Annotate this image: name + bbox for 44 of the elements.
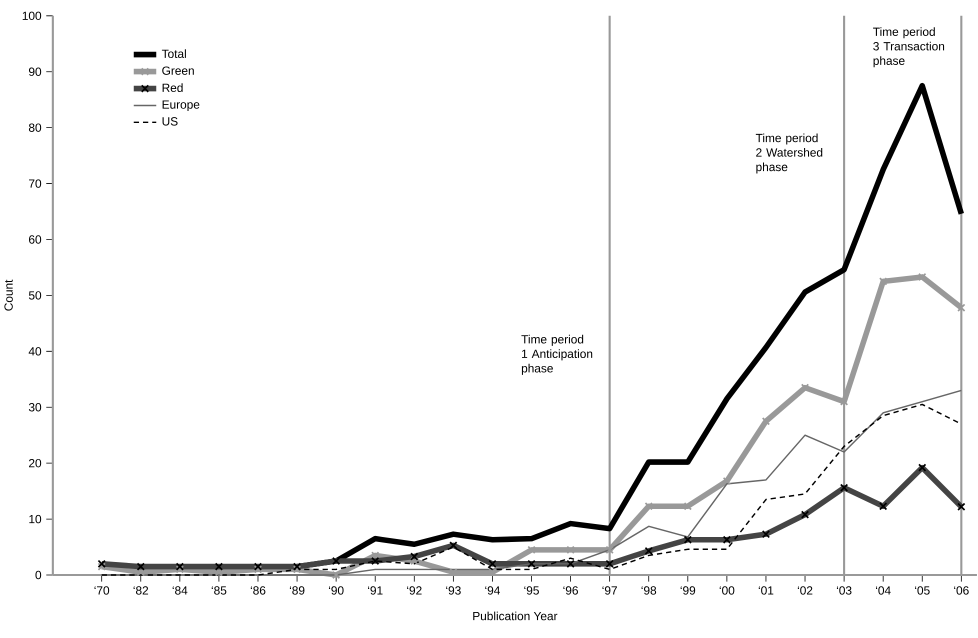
annotation: Time period 2 Watershed phase [756,133,822,174]
x-tick-label: ‘04 [876,586,891,595]
x-tick-label: ‘05 [915,586,930,595]
legend-label: US [162,117,178,126]
x-tick-label: ‘94 [485,586,500,595]
x-tick-label: ‘96 [563,586,578,595]
x-tick-label: ‘99 [680,586,696,595]
y-tick-label: 50 [28,291,42,300]
x-tick-label: ‘90 [328,586,344,595]
legend-label: Total [162,49,186,58]
y-tick-label: 60 [29,235,42,244]
x-tick-label: ‘82 [134,586,148,595]
y-tick-label: 80 [28,123,42,132]
x-tick-label: ‘84 [172,586,188,595]
annotation: Time period 3 Transaction phase [873,27,944,68]
x-tick-label: ‘00 [720,586,734,595]
x-tick-label: ‘85 [212,586,226,595]
y-axis-title: Count [4,280,13,311]
annotation: Time period 1 Anticipation phase [521,334,592,375]
y-tick-label: 40 [28,347,42,356]
legend-label: Green [162,66,194,75]
x-tick-label: ‘86 [250,586,266,595]
y-tick-label: 100 [22,11,42,20]
x-tick-label: ‘03 [836,586,852,595]
y-tick-label: 30 [28,402,42,412]
y-tick-label: 10 [29,514,42,524]
x-tick-label: ‘06 [954,586,969,595]
x-tick-label: ‘02 [798,586,812,595]
x-tick-label: ‘91 [368,586,383,595]
legend-label: Europe [162,100,200,111]
x-tick-label: ‘01 [758,586,774,595]
x-tick-label: ‘95 [524,586,539,595]
x-tick-label: ‘92 [407,586,422,595]
x-tick-label: ‘98 [642,586,656,595]
y-tick-label: 20 [29,458,42,468]
legend-label: Red [162,83,183,92]
x-tick-label: ‘93 [446,586,461,595]
y-tick-label: 0 [35,570,42,580]
y-tick-label: 70 [29,179,42,188]
x-axis-title: Publication Year [473,611,558,620]
y-tick-label: 90 [28,67,42,76]
x-tick-label: ‘70 [94,586,110,595]
x-tick-label: ‘89 [290,586,304,595]
x-tick-label: ‘97 [602,586,617,595]
